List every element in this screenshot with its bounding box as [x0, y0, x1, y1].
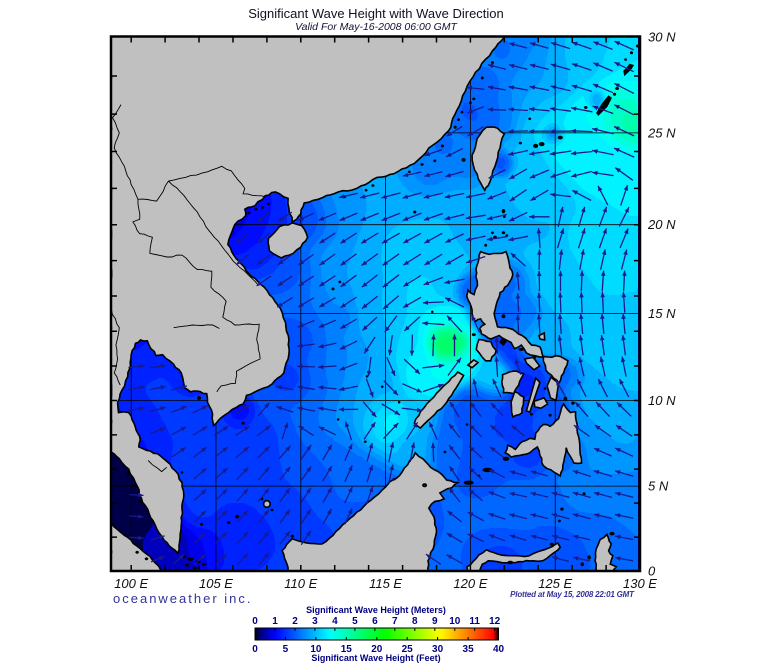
svg-text:15 N: 15 N	[648, 306, 676, 321]
svg-text:100 E: 100 E	[114, 576, 148, 591]
svg-text:Significant Wave Height with W: Significant Wave Height with Wave Direct…	[248, 6, 504, 21]
svg-text:Plotted at May 15, 2008 22:01: Plotted at May 15, 2008 22:01 GMT	[510, 590, 635, 599]
svg-text:10: 10	[310, 644, 322, 655]
svg-text:15: 15	[341, 644, 353, 655]
svg-text:110 E: 110 E	[284, 576, 317, 591]
svg-text:0: 0	[252, 616, 258, 627]
svg-text:9: 9	[432, 616, 438, 627]
svg-text:oceanweather inc.: oceanweather inc.	[113, 591, 253, 606]
svg-text:0: 0	[648, 564, 656, 579]
svg-text:105 E: 105 E	[199, 576, 233, 591]
svg-text:8: 8	[412, 616, 418, 627]
svg-text:2: 2	[292, 616, 298, 627]
svg-text:Valid For May-16-2008 06:00 GM: Valid For May-16-2008 06:00 GMT	[295, 21, 458, 33]
svg-text:11: 11	[469, 616, 480, 627]
svg-text:4: 4	[332, 616, 338, 627]
svg-text:25: 25	[402, 644, 414, 655]
svg-text:20 N: 20 N	[647, 217, 676, 232]
svg-text:5: 5	[352, 616, 358, 627]
svg-text:5 N: 5 N	[648, 479, 669, 494]
svg-text:7: 7	[392, 616, 398, 627]
svg-text:25 N: 25 N	[647, 125, 676, 140]
svg-text:1: 1	[272, 616, 278, 627]
svg-text:30: 30	[432, 644, 444, 655]
svg-text:0: 0	[252, 644, 258, 655]
svg-text:3: 3	[312, 616, 318, 627]
svg-text:20: 20	[371, 644, 383, 655]
svg-text:35: 35	[463, 644, 475, 655]
svg-text:115 E: 115 E	[369, 576, 402, 591]
svg-text:120 E: 120 E	[453, 576, 487, 591]
svg-text:6: 6	[372, 616, 378, 627]
svg-text:10: 10	[449, 616, 461, 627]
svg-text:12: 12	[489, 616, 501, 627]
svg-text:Significant Wave Height (Meter: Significant Wave Height (Meters)	[306, 605, 446, 615]
svg-text:10 N: 10 N	[648, 393, 676, 408]
svg-text:125 E: 125 E	[538, 576, 572, 591]
svg-text:Significant Wave Height (Feet): Significant Wave Height (Feet)	[311, 653, 440, 663]
svg-text:40: 40	[493, 644, 505, 655]
svg-text:130 E: 130 E	[623, 576, 657, 591]
svg-text:5: 5	[283, 644, 289, 655]
svg-text:30 N: 30 N	[648, 30, 676, 45]
